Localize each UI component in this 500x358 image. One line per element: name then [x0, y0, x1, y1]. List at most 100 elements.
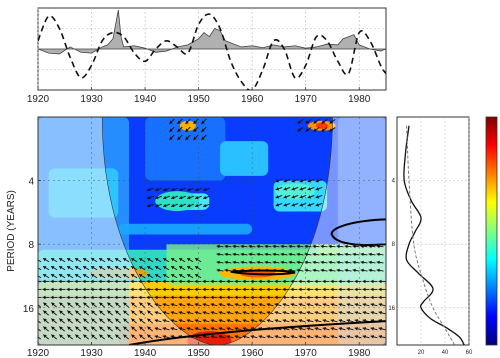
phase-arrow: [106, 287, 114, 292]
phase-arrow: [378, 303, 386, 307]
phase-arrow: [122, 295, 130, 300]
phase-arrow: [90, 257, 98, 263]
phase-arrow: [170, 195, 178, 200]
phase-arrow: [170, 203, 178, 208]
phase-arrow: [177, 134, 183, 141]
phase-arrow: [258, 335, 266, 339]
phase-arrow: [314, 319, 322, 323]
phase-arrow: [178, 265, 186, 271]
phase-arrow: [42, 265, 50, 271]
global-spectrum-y-tick-label: 4: [392, 179, 396, 185]
phase-arrow: [304, 244, 312, 249]
phase-arrow: [378, 335, 386, 339]
phase-arrow: [130, 265, 138, 271]
phase-arrow: [258, 287, 266, 292]
phase-arrow: [264, 244, 272, 249]
phase-arrow: [354, 279, 362, 284]
phase-arrow: [58, 265, 66, 271]
phase-arrow: [139, 302, 145, 308]
phase-arrow: [147, 318, 153, 324]
phase-arrow: [170, 279, 178, 284]
phase-arrow: [83, 310, 89, 316]
phase-arrow: [291, 202, 299, 207]
phase-arrow: [274, 303, 282, 307]
phase-arrow: [51, 310, 57, 316]
phase-arrow: [90, 273, 98, 279]
phase-arrow: [38, 296, 42, 298]
phase-arrow: [201, 118, 207, 125]
phase-arrow: [242, 295, 250, 300]
phase-arrow: [67, 334, 73, 340]
phase-arrow: [378, 287, 386, 292]
phase-arrow: [178, 203, 186, 208]
phase-arrow: [346, 287, 354, 292]
phase-arrow: [297, 127, 304, 132]
phase-arrow: [280, 252, 288, 257]
phase-arrow: [314, 279, 322, 284]
x-tick-label: 1930: [80, 94, 103, 105]
phase-arrow: [74, 279, 82, 284]
phase-arrow: [107, 318, 113, 324]
global-spectrum-grid: [397, 117, 470, 345]
phase-arrow: [282, 311, 290, 315]
phase-arrow: [210, 287, 218, 292]
phase-arrow: [58, 295, 66, 300]
phase-arrow: [139, 326, 145, 332]
phase-arrow: [362, 335, 370, 339]
phase-arrow: [178, 195, 186, 200]
phase-arrow: [290, 311, 298, 315]
phase-arrow: [307, 194, 315, 199]
phase-arrow: [75, 318, 81, 324]
phase-arrow: [346, 311, 354, 315]
phase-arrow: [376, 268, 384, 273]
phase-arrow: [291, 186, 299, 191]
phase-arrow: [146, 257, 154, 263]
phase-arrow: [138, 287, 146, 292]
time-series-x-ticks: 1920 1930 1940 1950 1960 1970 1980: [27, 87, 371, 105]
phase-arrow: [354, 319, 362, 323]
phase-arrow: [242, 319, 250, 323]
phase-arrow: [138, 265, 146, 271]
phase-arrow: [256, 252, 264, 257]
phase-arrow: [290, 303, 298, 307]
x-tick-label: 1930: [80, 348, 103, 358]
phase-arrow: [106, 257, 114, 263]
phase-arrow: [178, 273, 186, 279]
phase-arrow: [138, 295, 146, 300]
phase-arrow: [123, 334, 129, 340]
phase-arrow: [234, 295, 242, 300]
phase-arrow: [43, 310, 49, 316]
phase-arrow: [234, 319, 242, 323]
phase-arrow: [186, 303, 194, 307]
phase-arrow: [138, 279, 146, 284]
phase-arrow: [123, 302, 129, 308]
x-tick-label: 1940: [134, 94, 157, 105]
phase-arrow: [162, 311, 170, 315]
phase-arrow: [306, 311, 314, 315]
wavelet-grid: [37, 117, 386, 345]
phase-arrow: [178, 295, 186, 300]
phase-arrow: [75, 310, 81, 316]
phase-arrow: [248, 252, 256, 257]
phase-arrow: [275, 186, 283, 191]
phase-arrow: [170, 187, 178, 192]
phase-arrows: [38, 118, 386, 340]
phase-arrow: [256, 244, 264, 249]
phase-arrow: [122, 287, 130, 292]
phase-arrow: [313, 119, 320, 124]
phase-arrow: [170, 311, 178, 315]
phase-arrow: [194, 287, 202, 292]
phase-arrow: [314, 295, 322, 300]
phase-arrow: [66, 257, 74, 263]
phase-arrow: [147, 302, 153, 308]
phase-arrow: [304, 268, 312, 273]
phase-arrow: [130, 287, 138, 292]
phase-arrow: [43, 318, 49, 324]
phase-arrow: [218, 327, 226, 331]
phase-arrow: [154, 257, 162, 263]
phase-arrow: [258, 279, 266, 284]
phase-arrow: [322, 287, 330, 292]
x-tick-label: 1980: [348, 94, 371, 105]
phase-arrow: [83, 318, 89, 324]
phase-arrow: [146, 187, 154, 192]
